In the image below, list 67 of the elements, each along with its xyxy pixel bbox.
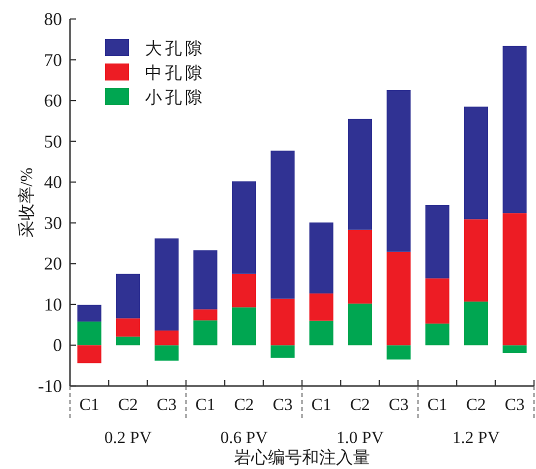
y-tick-label: 80: [44, 9, 62, 29]
bar: [154, 330, 179, 346]
y-axis-title: 采收率/%: [17, 168, 36, 238]
bar: [77, 322, 102, 346]
bar: [386, 90, 411, 252]
x-tick-label: C2: [234, 395, 254, 414]
bar: [425, 204, 450, 278]
x-tick-label: C1: [79, 395, 100, 414]
y-tick-label: 70: [44, 50, 62, 70]
bar: [348, 230, 372, 304]
bar: [464, 302, 488, 346]
bar: [193, 320, 218, 346]
x-axis-title: 岩心编号和注入量: [234, 448, 370, 467]
bar: [232, 307, 256, 346]
bar: [464, 106, 488, 220]
bar: [270, 298, 295, 346]
x-tick-label: C3: [272, 395, 293, 414]
y-tick-label: 20: [44, 254, 62, 274]
bar: [348, 304, 372, 346]
bar: [425, 324, 450, 346]
y-tick-label: 50: [44, 131, 62, 152]
y-tick-label: 30: [44, 212, 62, 233]
x-tick-label: C3: [504, 395, 525, 414]
legend-label: 中孔隙: [145, 64, 205, 82]
x-tick-label: C3: [388, 395, 409, 414]
bar: [232, 274, 256, 308]
bar: [348, 118, 372, 230]
y-tick-label: 40: [44, 172, 62, 192]
bar: [386, 252, 411, 346]
bar: [502, 46, 527, 214]
x-tick-label: C1: [195, 395, 216, 414]
bar: [270, 150, 295, 299]
x-tick-label: C2: [350, 395, 370, 414]
x-tick-label: C1: [311, 395, 332, 414]
bar: [464, 219, 488, 302]
x-tick-label: C1: [427, 395, 448, 414]
y-tick-label: 10: [44, 294, 62, 314]
y-tick-label: 60: [44, 90, 62, 111]
text: 1.0 PV: [336, 428, 384, 447]
bar: [193, 250, 218, 310]
bar: [232, 181, 256, 274]
bar: [502, 345, 527, 353]
bar: [193, 309, 218, 320]
text: 0.2 PV: [104, 428, 152, 447]
bar: [154, 238, 179, 331]
legend-label: 大孔隙: [145, 39, 205, 58]
bar: [116, 318, 140, 337]
bar: [502, 213, 527, 346]
bar: [154, 345, 179, 361]
text: 0.6 PV: [220, 428, 268, 447]
bar: [425, 278, 450, 324]
bar: [386, 345, 411, 360]
bar: [309, 320, 334, 346]
bar: [270, 345, 295, 358]
y-tick-label: -10: [38, 376, 62, 396]
bar: [116, 274, 140, 318]
bar: [309, 222, 334, 294]
text: 1.2 PV: [452, 428, 500, 447]
x-tick-label: C3: [156, 395, 177, 414]
x-tick-label: C2: [466, 395, 486, 414]
bar: [116, 336, 140, 346]
bar: [77, 304, 102, 322]
bar: [77, 345, 102, 364]
legend-label: 小孔隙: [145, 88, 205, 107]
bar: [309, 293, 334, 321]
y-tick-label: 0: [53, 335, 62, 356]
x-tick-label: C2: [118, 395, 138, 414]
